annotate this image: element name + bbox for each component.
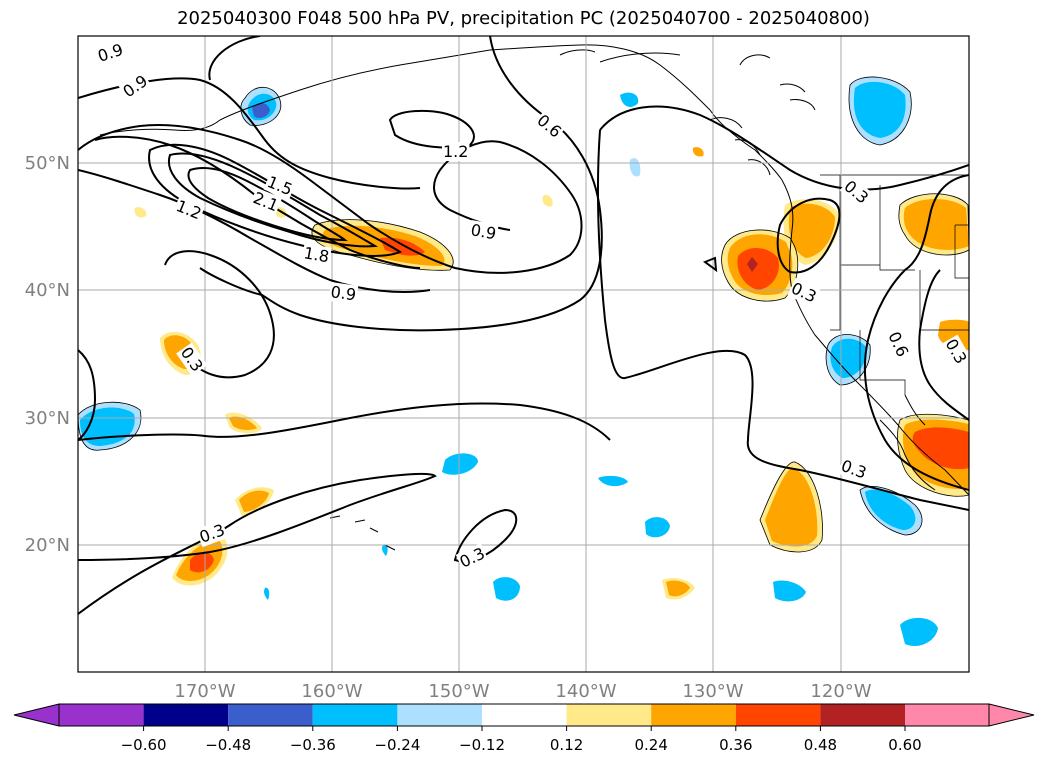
colorbar-extend-high	[988, 703, 1035, 727]
lon-label: 140°W	[555, 681, 616, 702]
lon-label: 170°W	[174, 681, 235, 702]
lat-label: 40°N	[25, 280, 70, 301]
colorbar-swatch	[143, 704, 229, 726]
colorbar-tick-label: −0.60	[121, 736, 167, 754]
lat-label: 50°N	[25, 153, 70, 174]
lon-label: 120°W	[810, 681, 871, 702]
colorbar-swatch	[566, 704, 652, 726]
colorbar-swatch	[228, 704, 313, 726]
colorbar-tick-label: 0.48	[804, 736, 837, 754]
colorbar-tick-label: 0.36	[719, 736, 752, 754]
colorbar-tick-label: −0.36	[290, 736, 336, 754]
colorbar-extend-low	[13, 703, 60, 727]
colorbar-tick-label: −0.48	[205, 736, 251, 754]
map-title: 2025040300 F048 500 hPa PV, precipitatio…	[177, 8, 870, 29]
colorbar-swatch	[397, 704, 482, 726]
colorbar-tick-labels: −0.60 −0.48 −0.36 −0.24 −0.12 0.12 0.24 …	[121, 736, 922, 754]
pv-label: 0.9	[329, 282, 357, 304]
pv-label: 1.8	[302, 243, 330, 266]
colorbar-swatch	[482, 704, 567, 726]
colorbar-tick-label: −0.12	[459, 736, 505, 754]
colorbar-swatch	[59, 704, 144, 726]
colorbar-swatch	[735, 704, 821, 726]
pv-label: 1.2	[443, 142, 468, 161]
colorbar-swatch	[651, 704, 736, 726]
colorbar-swatch	[312, 704, 398, 726]
colorbar-swatch	[905, 704, 989, 726]
colorbar-tick-label: 0.60	[888, 736, 921, 754]
lat-label: 30°N	[25, 408, 70, 429]
pv-label: 0.9	[469, 220, 497, 243]
precipitation-shading	[78, 76, 969, 647]
lon-label: 130°W	[682, 681, 743, 702]
lat-label: 20°N	[25, 535, 70, 556]
latitude-labels: 50°N 40°N 30°N 20°N	[25, 153, 70, 556]
colorbar-swatch	[820, 704, 905, 726]
colorbar-tick-label: 0.24	[634, 736, 667, 754]
colorbar: −0.60 −0.48 −0.36 −0.24 −0.12 0.12 0.24 …	[13, 703, 1035, 754]
lon-label: 150°W	[428, 681, 489, 702]
colorbar-tick-label: 0.12	[550, 736, 583, 754]
colorbar-tick-label: −0.24	[374, 736, 420, 754]
map-frame	[77, 35, 970, 673]
longitude-labels: 170°W 160°W 150°W 140°W 130°W 120°W	[174, 681, 871, 702]
precipitation-outlines	[78, 76, 969, 553]
map-area: 0.9 0.9 0.6 1.2 1.5 2.1 1.2 0.9 1.8 0.9 …	[78, 36, 969, 672]
lon-label: 160°W	[301, 681, 362, 702]
